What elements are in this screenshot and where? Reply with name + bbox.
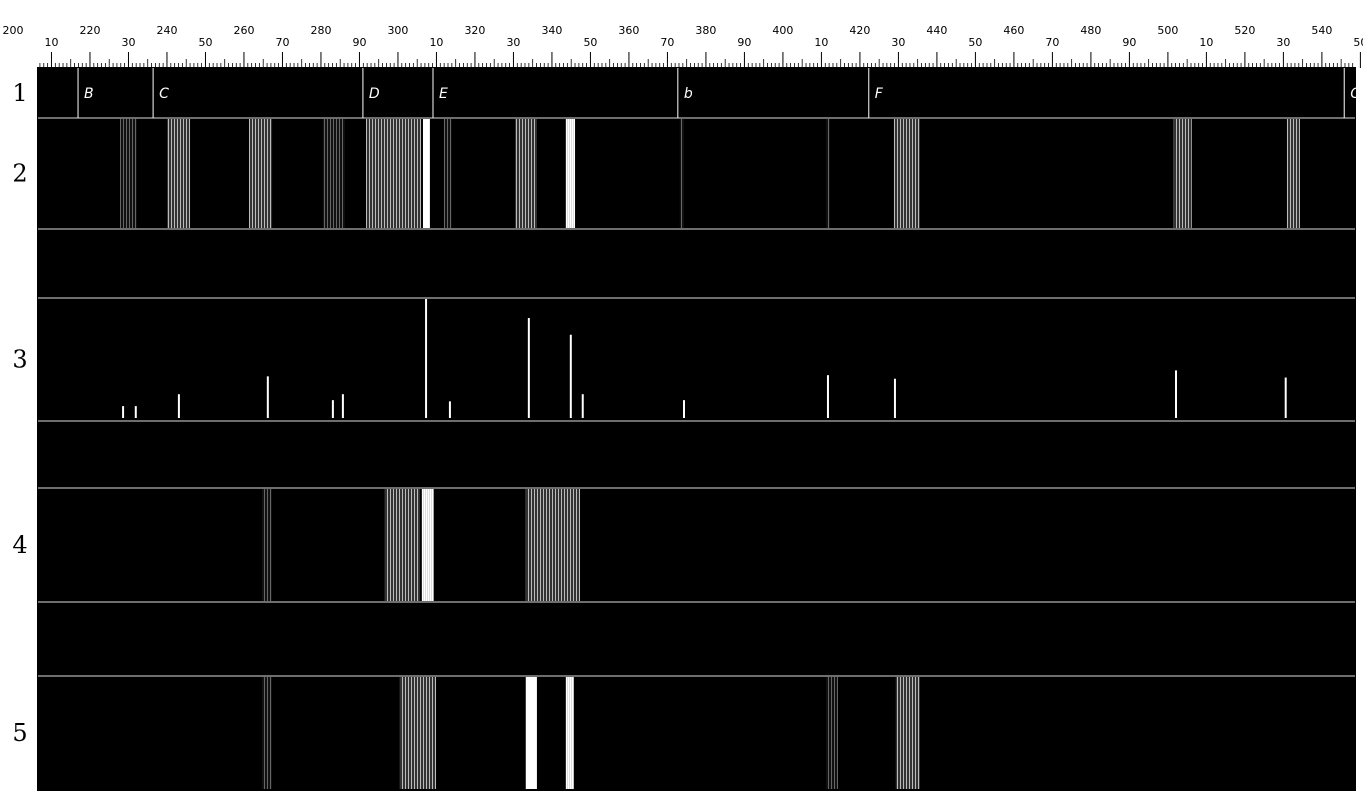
emission-band — [384, 489, 420, 601]
scale-label: 70 — [1045, 36, 1059, 49]
fraunhofer-label: B — [84, 86, 94, 102]
scale-label: 480 — [1080, 24, 1101, 37]
scale-label: 50 — [198, 36, 212, 49]
emission-band — [826, 677, 838, 789]
fraunhofer-label: C — [159, 86, 169, 102]
row-number: 2 — [12, 160, 27, 188]
scale-label: 300 — [387, 24, 408, 37]
scale-label: 520 — [1234, 24, 1255, 37]
emission-band — [365, 119, 422, 228]
emission-band — [443, 119, 452, 228]
fraunhofer-label: b — [684, 86, 693, 102]
scale-label: 10 — [1199, 36, 1213, 49]
emission-band — [565, 119, 576, 228]
scale-label: 30 — [891, 36, 905, 49]
fraunhofer-label: E — [439, 86, 448, 102]
emission-band — [565, 677, 574, 789]
scale-label: 10 — [814, 36, 828, 49]
scale-label: 280 — [310, 24, 331, 37]
scale-label: 90 — [352, 36, 366, 49]
emission-band — [262, 677, 273, 789]
emission-band — [421, 489, 434, 601]
scale-label: 460 — [1003, 24, 1024, 37]
scale-label: 50 — [583, 36, 597, 49]
emission-band — [248, 119, 273, 228]
emission-band — [525, 677, 537, 789]
emission-band — [262, 489, 273, 601]
scale-label: 10 — [429, 36, 443, 49]
emission-band — [166, 119, 191, 228]
scale-label: 240 — [156, 24, 177, 37]
emission-band — [1173, 119, 1192, 228]
emission-band — [826, 119, 830, 228]
emission-band — [893, 119, 920, 228]
emission-band — [399, 677, 437, 789]
emission-band — [322, 119, 345, 228]
fraunhofer-label: D — [369, 86, 380, 102]
scale-label: 50 — [1353, 36, 1363, 49]
scale-label: 320 — [464, 24, 485, 37]
fraunhofer-label: F — [875, 86, 884, 102]
row-separators — [38, 117, 1355, 677]
plate-background — [38, 68, 1355, 790]
scale-label: 500 — [1157, 24, 1178, 37]
emission-band — [895, 677, 920, 789]
scale-label: 380 — [695, 24, 716, 37]
scale-label: 50 — [968, 36, 982, 49]
scale-label: 70 — [275, 36, 289, 49]
fraunhofer-label: G — [1350, 86, 1361, 102]
row-number: 4 — [12, 531, 27, 559]
emission-band — [1286, 119, 1300, 228]
emission-band — [525, 489, 581, 601]
scale-label: 220 — [79, 24, 100, 37]
scale-label: 540 — [1311, 24, 1332, 37]
scale-label: 30 — [121, 36, 135, 49]
scale-label: 30 — [506, 36, 520, 49]
row-number: 3 — [12, 346, 27, 374]
scale-label: 90 — [737, 36, 751, 49]
scale-label: 10 — [44, 36, 58, 49]
scale-label: 420 — [849, 24, 870, 37]
emission-band — [119, 119, 137, 228]
scale-label: 360 — [618, 24, 639, 37]
emission-band — [514, 119, 537, 228]
scale-label: 260 — [233, 24, 254, 37]
scale-label: 90 — [1122, 36, 1136, 49]
scale-label: 400 — [772, 24, 793, 37]
scale-label: 200 — [2, 24, 23, 37]
row-number: 1 — [12, 79, 27, 107]
scale-label: 340 — [541, 24, 562, 37]
emission-band — [679, 119, 684, 228]
scale-label: 30 — [1276, 36, 1290, 49]
scale-label: 70 — [660, 36, 674, 49]
row-number: 5 — [12, 719, 27, 747]
emission-band — [422, 119, 430, 228]
scale-label: 440 — [926, 24, 947, 37]
